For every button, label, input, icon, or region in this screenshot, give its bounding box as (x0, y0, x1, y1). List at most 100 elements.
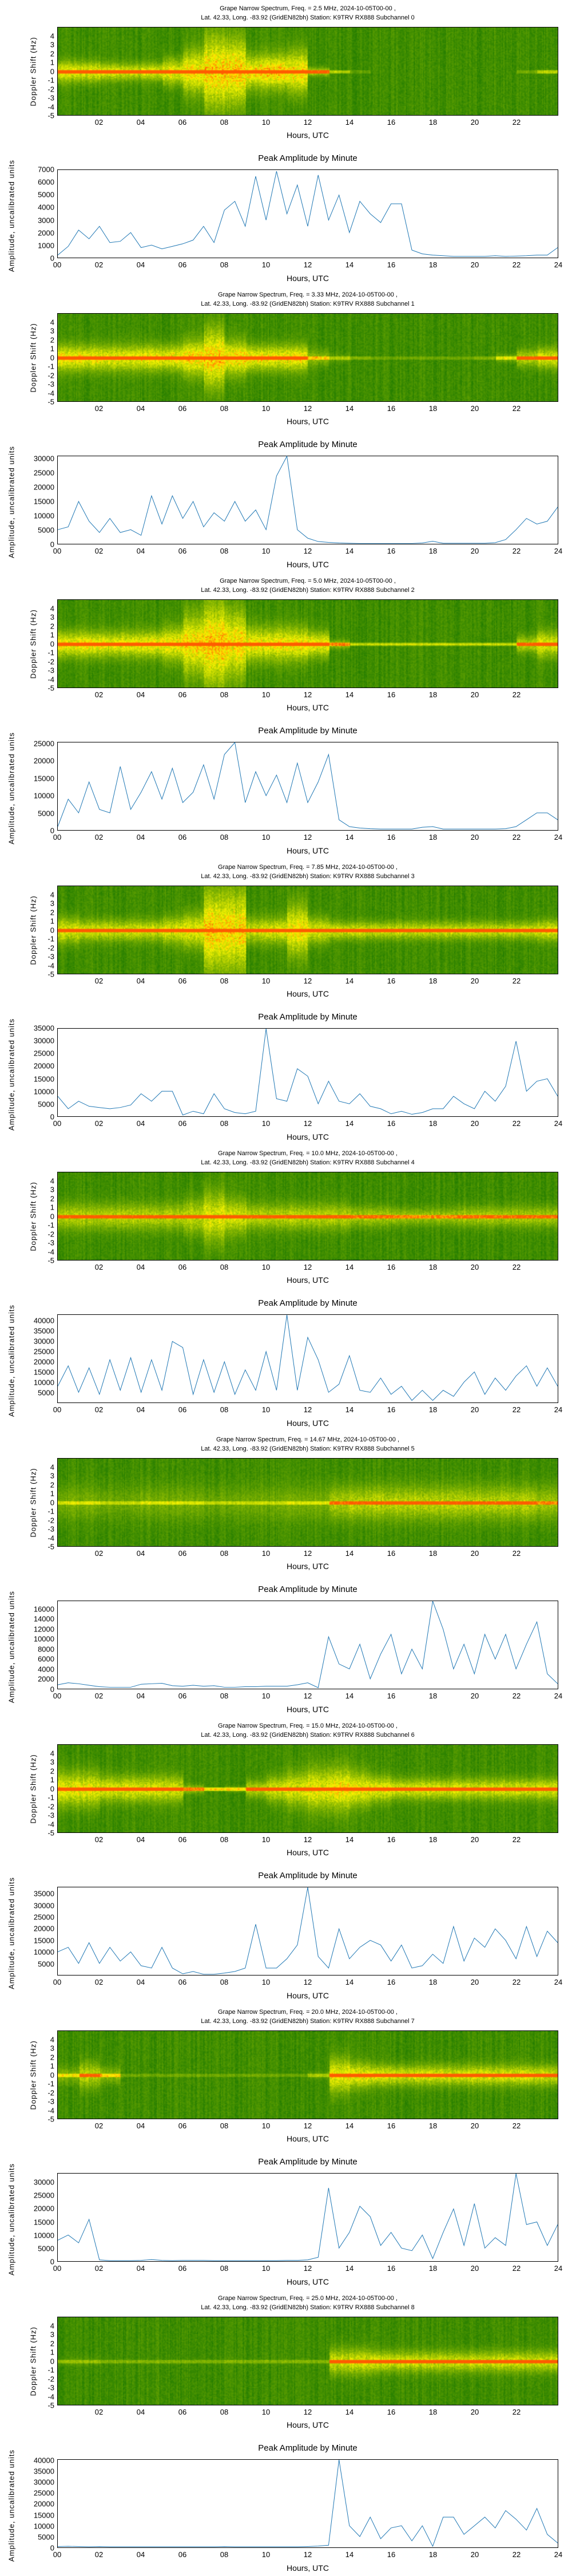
amplitude-xtick-label: 18 (428, 2264, 438, 2273)
amplitude-xtick-label: 02 (94, 547, 104, 555)
amplitude-plot (57, 1028, 558, 1117)
amplitude-ytick-label: 35000 (33, 1326, 54, 1336)
spectrogram-xtick-label: 16 (387, 1263, 396, 1271)
doppler-ytick-label: -5 (47, 2401, 54, 2410)
spectrogram-xtick-label: 14 (345, 2408, 354, 2416)
doppler-ytick-label: 3 (50, 2330, 54, 2339)
spectrogram-plot (57, 2317, 558, 2405)
amplitude-xtick-label: 22 (512, 1978, 521, 1986)
spectrogram-xtick-label: 16 (387, 404, 396, 413)
amplitude-ytick-label: 5000 (38, 190, 54, 199)
spectrogram-xtick-label: 08 (220, 690, 229, 699)
spectrogram-xtick-label: 02 (94, 1263, 104, 1271)
amplitude-ytick-label: 20000 (33, 756, 54, 765)
spectrogram-xtick-label: 16 (387, 977, 396, 985)
spectrogram-xtick-label: 22 (512, 690, 521, 699)
amplitude-x-axis-label: Hours, UTC (287, 1705, 329, 1714)
amplitude-svg (57, 1028, 558, 1116)
spectrogram-xtick-label: 12 (303, 2121, 312, 2130)
amplitude-ytick-label: 5000 (38, 1959, 54, 1969)
spectrogram-plot (57, 27, 558, 116)
amplitude-xtick-label: 16 (387, 1978, 396, 1986)
amplitude-xtick-label: 18 (428, 547, 438, 555)
amplitude-chart-title: Peak Amplitude by Minute (258, 440, 357, 449)
spectrogram-xtick-label: 08 (220, 404, 229, 413)
spectrogram-xtick-label: 20 (470, 404, 479, 413)
amplitude-xtick-label: 18 (428, 1692, 438, 1700)
spectrogram-xtick-label: 06 (178, 118, 187, 127)
spectrogram-xtick-label: 04 (136, 2121, 145, 2130)
amplitude-xtick-label: 06 (178, 2550, 187, 2559)
spectrogram-xtick-label: 10 (261, 1263, 271, 1271)
spectrogram-xtick-label: 22 (512, 1549, 521, 1558)
amplitude-ytick-label: 5000 (38, 809, 54, 818)
amplitude-xtick-label: 02 (94, 1692, 104, 1700)
spectrogram-x-axis-label: Hours, UTC (287, 1848, 329, 1857)
amplitude-axis-label: Amplitude, uncalibrated units (7, 1591, 16, 1703)
doppler-ytick-label: -3 (47, 952, 54, 961)
amplitude-ytick-label: 25000 (33, 1049, 54, 1058)
amplitude-ytick-label: 0 (50, 2257, 54, 2266)
amplitude-ytick-label: 30000 (33, 2178, 54, 2187)
amplitude-axis-label: Amplitude, uncalibrated units (7, 160, 16, 272)
doppler-axis-label: Doppler Shift (Hz) (29, 609, 38, 679)
amplitude-chart-title: Peak Amplitude by Minute (258, 1012, 357, 1022)
amplitude-xtick-label: 00 (53, 547, 62, 555)
doppler-axis-label: Doppler Shift (Hz) (29, 1468, 38, 1538)
spectrogram-x-axis-label: Hours, UTC (287, 2420, 329, 2429)
spectrogram-xtick-label: 20 (470, 1549, 479, 1558)
spectrogram-title-line2: Lat. 42.33, Long. -83.92 (GridEN82bh) St… (201, 2304, 415, 2311)
doppler-ytick-label: -1 (47, 1507, 54, 1516)
amplitude-xtick-label: 02 (94, 2264, 104, 2273)
amplitude-xtick-label: 08 (220, 2264, 229, 2273)
spectrogram-xtick-label: 14 (345, 1263, 354, 1271)
amplitude-xtick-label: 20 (470, 2264, 479, 2273)
spectrogram-xtick-label: 02 (94, 2408, 104, 2416)
doppler-ytick-label: -3 (47, 93, 54, 102)
amplitude-ytick-label: 25000 (33, 468, 54, 477)
doppler-ytick-label: -4 (47, 389, 54, 397)
amplitude-xtick-label: 14 (345, 2264, 354, 2273)
amplitude-ytick-label: 15000 (33, 774, 54, 783)
amplitude-xtick-label: 12 (303, 1119, 312, 1128)
spectrogram-xtick-label: 10 (261, 2121, 271, 2130)
doppler-ytick-label: 2 (50, 622, 54, 630)
amplitude-xtick-label: 12 (303, 260, 312, 269)
amplitude-svg (57, 1887, 558, 1975)
doppler-ytick-label: 4 (50, 2035, 54, 2044)
amplitude-series-line (57, 1601, 558, 1688)
spectrogram-xtick-label: 22 (512, 2408, 521, 2416)
amplitude-ytick-label: 25000 (33, 739, 54, 748)
spectrogram-xtick-label: 14 (345, 2121, 354, 2130)
amplitude-series-line (57, 2173, 558, 2261)
amplitude-x-axis-label: Hours, UTC (287, 560, 329, 569)
spectrogram-xtick-label: 06 (178, 404, 187, 413)
amplitude-ytick-label: 0 (50, 540, 54, 549)
spectrogram-heatmap (58, 314, 558, 401)
doppler-ytick-label: -2 (47, 657, 54, 666)
amplitude-xtick-label: 24 (554, 547, 563, 555)
amplitude-ytick-label: 15000 (33, 2218, 54, 2227)
amplitude-xtick-label: 06 (178, 547, 187, 555)
spectrogram-title-line1: Grape Narrow Spectrum, Freq. = 14.67 MHz… (216, 1436, 400, 1443)
amplitude-chart-title: Peak Amplitude by Minute (258, 1871, 357, 1880)
doppler-ytick-label: -1 (47, 2365, 54, 2374)
amplitude-xtick-label: 06 (178, 1119, 187, 1128)
doppler-ytick-label: -4 (47, 961, 54, 970)
doppler-ytick-label: -3 (47, 1238, 54, 1247)
doppler-ytick-label: -5 (47, 1542, 54, 1551)
spectrogram-x-axis-label: Hours, UTC (287, 703, 329, 712)
amplitude-ytick-label: 5000 (38, 2244, 54, 2253)
amplitude-svg (57, 171, 558, 257)
spectrogram-title-line2: Lat. 42.33, Long. -83.92 (GridEN82bh) St… (201, 1159, 415, 1166)
amplitude-xtick-label: 08 (220, 1119, 229, 1128)
amplitude-xtick-label: 08 (220, 1692, 229, 1700)
amplitude-xtick-label: 22 (512, 547, 521, 555)
amplitude-xtick-label: 06 (178, 1978, 187, 1986)
amplitude-ytick-label: 20000 (33, 483, 54, 492)
spectrogram-xtick-label: 02 (94, 1549, 104, 1558)
amplitude-xtick-label: 22 (512, 1405, 521, 1414)
spectrogram-title-line1: Grape Narrow Spectrum, Freq. = 7.85 MHz,… (218, 864, 398, 871)
spectrogram-title-line2: Lat. 42.33, Long. -83.92 (GridEN82bh) St… (201, 301, 415, 307)
amplitude-axis-label: Amplitude, uncalibrated units (7, 1877, 16, 1989)
